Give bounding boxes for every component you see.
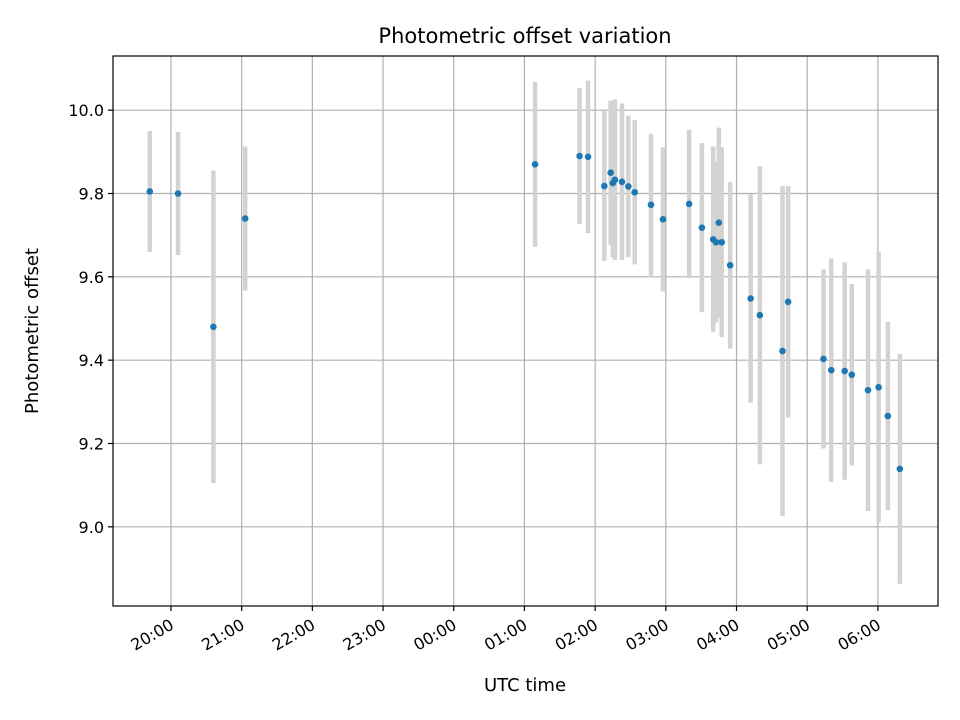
data-point [747,295,754,302]
data-point [631,188,639,196]
plot-frame [112,55,939,607]
data-point [146,188,154,195]
data-point [820,355,827,363]
data-point [896,465,904,473]
data-point [698,224,706,231]
data-point [601,182,608,190]
data-point [841,367,848,375]
data-point [647,201,655,209]
y-tick-label: 9.4 [79,351,104,370]
data-points [146,152,904,473]
y-tick-label: 10.0 [68,101,104,120]
y-tick-label: 9.0 [79,518,104,537]
chart-title: Photometric offset variation [378,24,671,48]
y-axis-label: Photometric offset [22,248,43,414]
data-point [712,238,720,246]
data-point [607,169,614,176]
data-point [659,216,667,223]
data-point [625,183,632,190]
data-point [685,200,693,208]
data-point [718,238,725,246]
data-point [726,261,734,269]
data-point [584,153,592,161]
y-tick-label: 9.2 [79,435,104,454]
data-point [174,190,182,197]
data-point [779,347,786,355]
y-axis: 9.0 9.2 9.4 9.6 9.8 10.0 [68,101,113,537]
data-point [827,366,835,374]
data-point [576,152,583,160]
data-point [611,176,619,184]
data-point [864,386,872,394]
data-point [848,371,856,379]
y-tick-label: 9.6 [79,268,104,287]
y-tick-label: 9.8 [79,185,104,204]
data-point [756,311,764,319]
data-point [875,383,882,391]
data-point [618,178,626,186]
data-point [784,298,792,306]
data-point [715,219,723,226]
data-point [531,161,539,168]
data-point [241,215,249,222]
x-axis-label: UTC time [484,675,566,696]
data-point [884,412,892,420]
data-point [210,323,217,331]
